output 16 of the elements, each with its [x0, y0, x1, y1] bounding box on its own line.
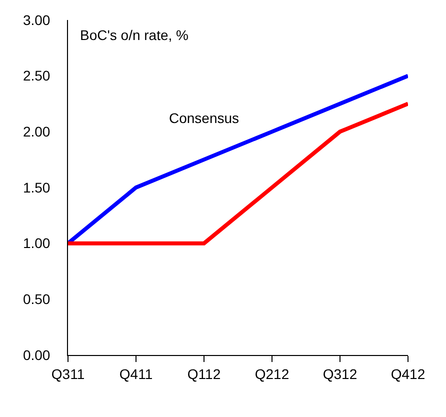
x-tick-label: Q112	[187, 366, 221, 382]
x-tick-label: Q212	[254, 366, 290, 382]
y-tick-label: 1.00	[22, 235, 50, 252]
x-tick-label: Q312	[322, 366, 358, 382]
y-axis-title: BoC's o/n rate, %	[80, 27, 188, 43]
y-tick-label: 0.50	[22, 291, 50, 308]
y-tick-label: 2.00	[22, 124, 50, 140]
x-tick-label: Q412	[390, 366, 426, 382]
y-tick-label: 0.00	[22, 346, 50, 363]
y-tick-label: 3.00	[22, 12, 50, 28]
series-label: Consensus	[169, 110, 240, 126]
x-tick-label: Q411	[119, 366, 153, 382]
x-tick-label: Q311	[51, 366, 85, 382]
line-series	[68, 102, 408, 246]
y-tick-label: 1.50	[22, 179, 50, 196]
y-tick-label: 2.50	[22, 68, 50, 84]
